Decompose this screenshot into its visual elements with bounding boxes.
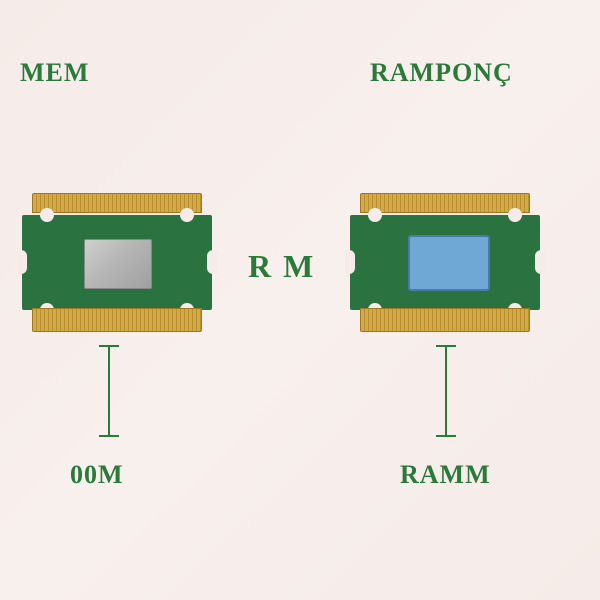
- label-mem: MEM: [20, 58, 89, 88]
- chip-gray: [84, 239, 152, 289]
- ram-module-left: [22, 195, 212, 330]
- pcb-left: [22, 215, 212, 310]
- pins-bottom-left: [32, 308, 202, 332]
- pins-top-left: [32, 193, 202, 213]
- pins-bottom-right: [360, 308, 530, 332]
- label-rampon: RAMPONÇ: [370, 58, 513, 88]
- center-label: R M: [248, 248, 315, 285]
- ram-module-right: [350, 195, 540, 330]
- label-00m: 00M: [70, 460, 124, 490]
- chip-blue: [408, 235, 490, 291]
- pins-top-right: [360, 193, 530, 213]
- pcb-right: [350, 215, 540, 310]
- label-ramm: RAMM: [400, 460, 491, 490]
